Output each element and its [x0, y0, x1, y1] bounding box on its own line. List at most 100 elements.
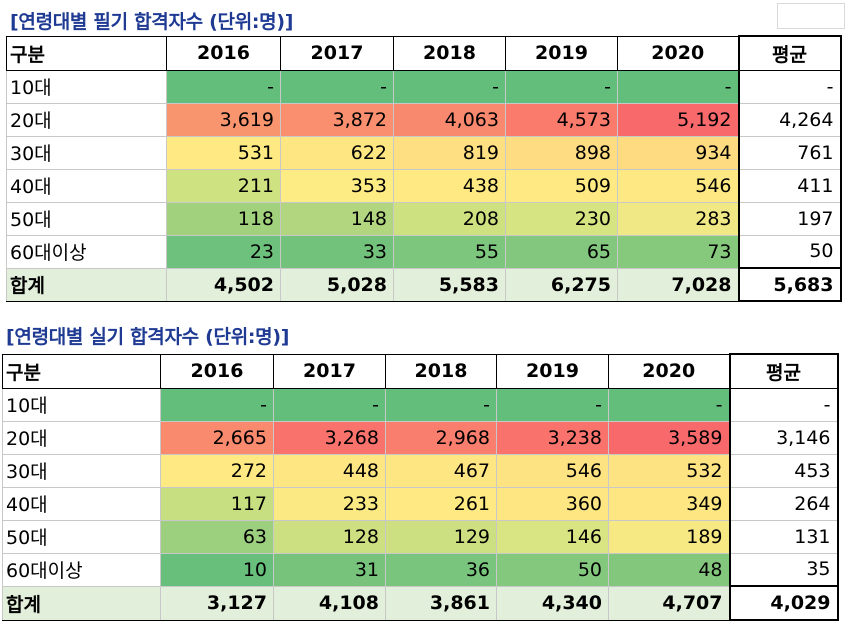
- value-cell[interactable]: 48: [608, 552, 730, 587]
- age-group-label-cell[interactable]: 50대: [6, 201, 167, 236]
- value-cell[interactable]: 934: [617, 135, 739, 170]
- value-cell[interactable]: -: [166, 69, 281, 104]
- age-group-label-cell[interactable]: 10대: [2, 387, 161, 422]
- header-average-cell[interactable]: 평균: [728, 353, 839, 389]
- value-cell[interactable]: 5,192: [617, 102, 739, 137]
- age-group-label-cell[interactable]: 60대이상: [2, 552, 161, 587]
- average-cell[interactable]: 264: [728, 486, 839, 521]
- value-cell[interactable]: 448: [273, 453, 386, 488]
- average-cell[interactable]: -: [737, 69, 842, 104]
- value-cell[interactable]: 10: [160, 552, 274, 587]
- value-cell[interactable]: 546: [617, 168, 739, 203]
- value-cell[interactable]: 118: [166, 201, 281, 236]
- value-cell[interactable]: 4,063: [393, 102, 506, 137]
- total-value-cell[interactable]: 3,861: [385, 585, 497, 621]
- value-cell[interactable]: -: [608, 387, 730, 422]
- value-cell[interactable]: 23: [166, 234, 281, 269]
- average-cell[interactable]: 131: [728, 519, 839, 554]
- value-cell[interactable]: -: [617, 69, 739, 104]
- value-cell[interactable]: -: [273, 387, 386, 422]
- total-value-cell[interactable]: 4,502: [166, 267, 281, 302]
- value-cell[interactable]: 2,968: [385, 420, 497, 455]
- total-value-cell[interactable]: 7,028: [617, 267, 739, 302]
- total-label-cell[interactable]: 합계: [6, 267, 167, 302]
- value-cell[interactable]: 3,589: [608, 420, 730, 455]
- value-cell[interactable]: 261: [385, 486, 497, 521]
- value-cell[interactable]: 128: [273, 519, 386, 554]
- average-cell[interactable]: 3,146: [728, 420, 839, 455]
- value-cell[interactable]: 360: [496, 486, 609, 521]
- value-cell[interactable]: 233: [273, 486, 386, 521]
- average-cell[interactable]: 35: [728, 552, 839, 587]
- average-cell[interactable]: 453: [728, 453, 839, 488]
- age-group-label-cell[interactable]: 40대: [6, 168, 167, 203]
- value-cell[interactable]: -: [385, 387, 497, 422]
- average-cell[interactable]: 761: [737, 135, 842, 170]
- average-cell[interactable]: 50: [737, 234, 842, 269]
- total-value-cell[interactable]: 6,275: [505, 267, 618, 302]
- value-cell[interactable]: 531: [166, 135, 281, 170]
- value-cell[interactable]: 546: [496, 453, 609, 488]
- average-cell[interactable]: -: [728, 387, 839, 422]
- value-cell[interactable]: 4,573: [505, 102, 618, 137]
- value-cell[interactable]: 3,872: [280, 102, 394, 137]
- header-year-cell[interactable]: 2019: [496, 353, 609, 389]
- total-value-cell[interactable]: 3,127: [160, 585, 274, 621]
- value-cell[interactable]: -: [505, 69, 618, 104]
- value-cell[interactable]: 73: [617, 234, 739, 269]
- header-year-cell[interactable]: 2017: [273, 353, 386, 389]
- age-group-label-cell[interactable]: 20대: [6, 102, 167, 137]
- total-average-cell[interactable]: 5,683: [737, 267, 842, 302]
- average-cell[interactable]: 4,264: [737, 102, 842, 137]
- value-cell[interactable]: 55: [393, 234, 506, 269]
- value-cell[interactable]: 898: [505, 135, 618, 170]
- header-year-cell[interactable]: 2016: [166, 35, 281, 71]
- value-cell[interactable]: 622: [280, 135, 394, 170]
- age-group-label-cell[interactable]: 40대: [2, 486, 161, 521]
- age-group-label-cell[interactable]: 10대: [6, 69, 167, 104]
- header-year-cell[interactable]: 2016: [160, 353, 274, 389]
- header-year-cell[interactable]: 2017: [280, 35, 394, 71]
- value-cell[interactable]: 146: [496, 519, 609, 554]
- value-cell[interactable]: 31: [273, 552, 386, 587]
- age-group-label-cell[interactable]: 30대: [6, 135, 167, 170]
- age-group-label-cell[interactable]: 20대: [2, 420, 161, 455]
- header-year-cell[interactable]: 2018: [385, 353, 497, 389]
- value-cell[interactable]: 3,238: [496, 420, 609, 455]
- total-label-cell[interactable]: 합계: [2, 585, 161, 621]
- value-cell[interactable]: 50: [496, 552, 609, 587]
- average-cell[interactable]: 197: [737, 201, 842, 236]
- value-cell[interactable]: 230: [505, 201, 618, 236]
- value-cell[interactable]: 283: [617, 201, 739, 236]
- age-group-label-cell[interactable]: 50대: [2, 519, 161, 554]
- total-value-cell[interactable]: 4,340: [496, 585, 609, 621]
- header-year-cell[interactable]: 2019: [505, 35, 618, 71]
- value-cell[interactable]: 353: [280, 168, 394, 203]
- header-average-cell[interactable]: 평균: [737, 35, 842, 71]
- value-cell[interactable]: 272: [160, 453, 274, 488]
- value-cell[interactable]: -: [496, 387, 609, 422]
- total-value-cell[interactable]: 5,583: [393, 267, 506, 302]
- value-cell[interactable]: 532: [608, 453, 730, 488]
- value-cell[interactable]: 117: [160, 486, 274, 521]
- value-cell[interactable]: 189: [608, 519, 730, 554]
- value-cell[interactable]: 208: [393, 201, 506, 236]
- header-year-cell[interactable]: 2018: [393, 35, 506, 71]
- value-cell[interactable]: 211: [166, 168, 281, 203]
- value-cell[interactable]: -: [280, 69, 394, 104]
- value-cell[interactable]: 819: [393, 135, 506, 170]
- value-cell[interactable]: 36: [385, 552, 497, 587]
- total-value-cell[interactable]: 5,028: [280, 267, 394, 302]
- value-cell[interactable]: 349: [608, 486, 730, 521]
- value-cell[interactable]: 148: [280, 201, 394, 236]
- age-group-label-cell[interactable]: 30대: [2, 453, 161, 488]
- value-cell[interactable]: 65: [505, 234, 618, 269]
- header-year-cell[interactable]: 2020: [617, 35, 739, 71]
- value-cell[interactable]: 509: [505, 168, 618, 203]
- total-value-cell[interactable]: 4,108: [273, 585, 386, 621]
- value-cell[interactable]: 33: [280, 234, 394, 269]
- header-category-cell[interactable]: 구분: [2, 353, 161, 389]
- value-cell[interactable]: 129: [385, 519, 497, 554]
- value-cell[interactable]: 2,665: [160, 420, 274, 455]
- value-cell[interactable]: 63: [160, 519, 274, 554]
